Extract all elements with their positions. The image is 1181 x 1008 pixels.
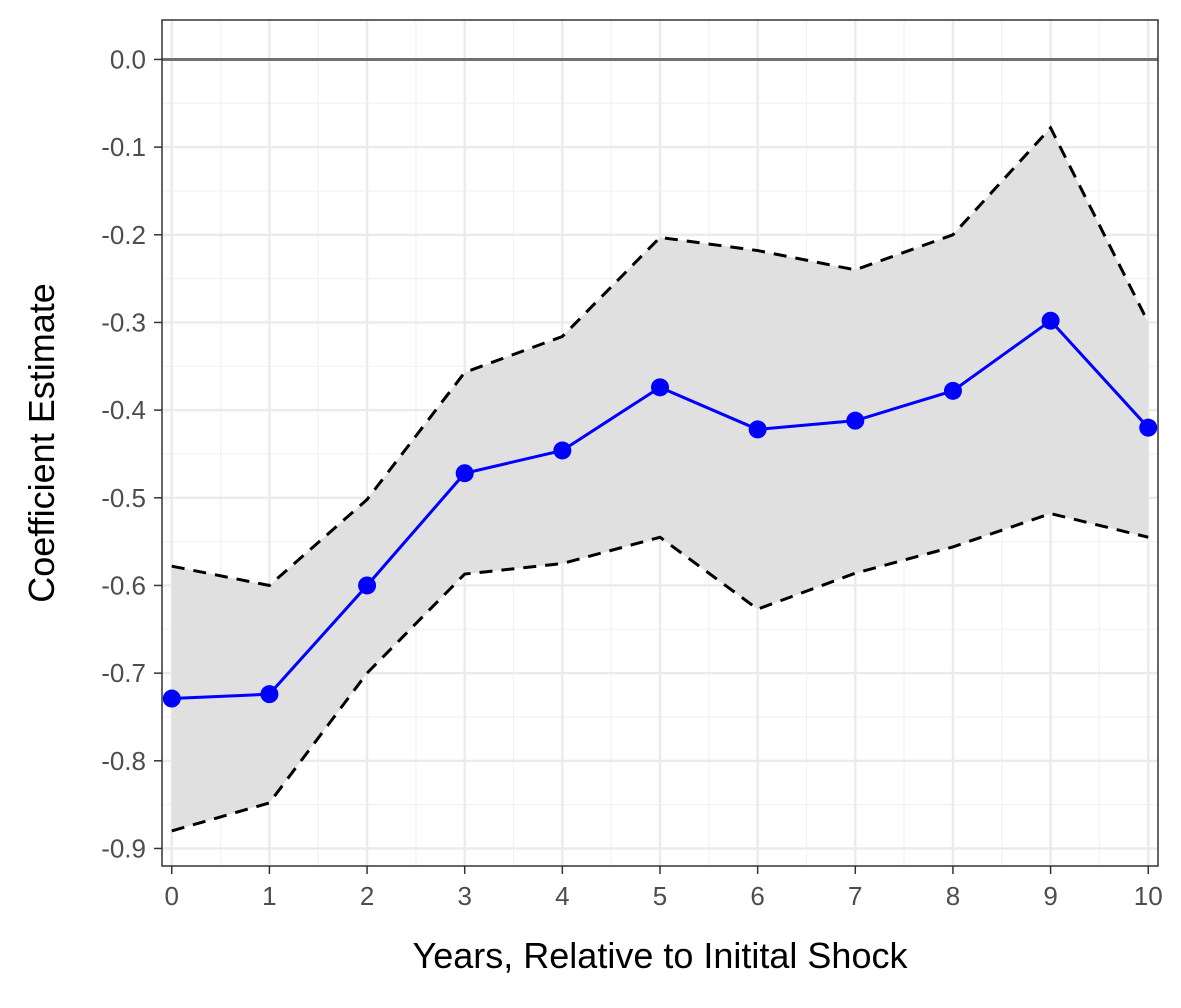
x-tick-label: 10 <box>1134 881 1163 911</box>
x-axis-title: Years, Relative to Initital Shock <box>413 935 909 976</box>
series-layer <box>162 311 1158 708</box>
x-tick-label: 2 <box>360 881 374 911</box>
data-point <box>162 689 181 708</box>
data-point <box>651 378 669 397</box>
x-tick-label: 9 <box>1043 881 1057 911</box>
confidence-band <box>171 127 1149 831</box>
x-axis-tick-labels: 0 1 2 3 4 5 6 7 8 9 10 <box>165 881 1163 911</box>
y-tick-label: -0.2 <box>101 220 146 250</box>
data-point <box>455 464 474 483</box>
confidence-interval-lines <box>171 125 1150 833</box>
y-tick-label: -0.7 <box>101 658 146 688</box>
y-tick-label: -0.3 <box>101 307 146 337</box>
data-point <box>358 576 377 595</box>
data-point <box>1041 311 1060 330</box>
x-tick-label: 3 <box>457 881 471 911</box>
x-tick-label: 7 <box>848 881 862 911</box>
data-point <box>1139 418 1158 437</box>
y-tick-label: -0.8 <box>101 746 146 776</box>
x-tick-label: 6 <box>750 881 764 911</box>
data-point <box>553 441 572 460</box>
x-tick-label: 4 <box>555 881 569 911</box>
x-tick-label: 5 <box>653 881 667 911</box>
y-tick-label: 0.0 <box>110 44 146 74</box>
ci-lower-line <box>171 512 1149 833</box>
y-tick-label: -0.6 <box>101 570 146 600</box>
data-point <box>748 420 767 439</box>
data-point <box>943 381 962 400</box>
y-tick-label: -0.5 <box>101 483 146 513</box>
y-tick-label: -0.1 <box>101 132 146 162</box>
y-axis-tick-labels: 0.0 -0.1 -0.2 -0.3 -0.4 -0.5 -0.6 -0.7 -0.8 -0.9 <box>101 44 146 863</box>
y-axis-title: Coefficient Estimate <box>21 283 62 602</box>
x-tick-label: 8 <box>946 881 960 911</box>
data-point <box>846 411 865 430</box>
data-point <box>260 685 279 704</box>
confidence-band-area <box>171 127 1149 831</box>
axis-tick-marks <box>154 58 1149 874</box>
x-tick-label: 0 <box>165 881 179 911</box>
ci-upper-line <box>171 125 1150 588</box>
y-tick-label: -0.9 <box>101 833 146 863</box>
x-tick-label: 1 <box>262 881 276 911</box>
y-tick-label: -0.4 <box>101 395 146 425</box>
